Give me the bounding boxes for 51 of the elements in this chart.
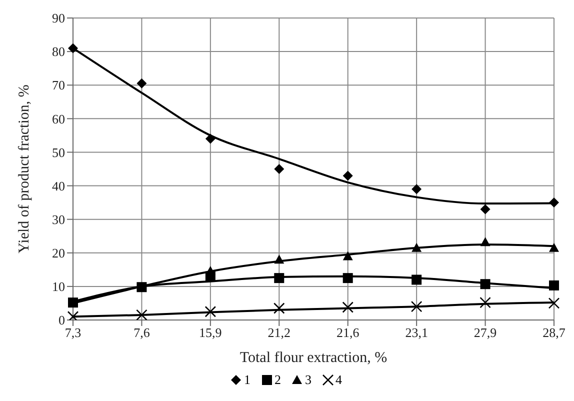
x-tick-label: 15,9 bbox=[199, 325, 222, 340]
y-tick-label: 20 bbox=[52, 246, 65, 261]
legend-label: 2 bbox=[274, 372, 281, 388]
x-tick-label: 21,6 bbox=[336, 325, 360, 340]
x-tick-label: 27,9 bbox=[474, 325, 497, 340]
point bbox=[480, 237, 490, 246]
y-tick-label: 80 bbox=[52, 44, 65, 60]
y-tick-label: 30 bbox=[52, 212, 65, 227]
point bbox=[549, 198, 559, 208]
point bbox=[412, 274, 422, 285]
legend-label: 4 bbox=[336, 372, 342, 388]
point bbox=[412, 184, 422, 194]
point bbox=[274, 273, 284, 284]
point bbox=[412, 242, 422, 252]
x-tick-label: 23,1 bbox=[405, 325, 428, 340]
point bbox=[342, 170, 353, 181]
point bbox=[204, 306, 216, 318]
point bbox=[342, 251, 353, 260]
point bbox=[549, 242, 559, 252]
point bbox=[68, 298, 78, 308]
point bbox=[273, 302, 285, 314]
point bbox=[480, 204, 490, 214]
legend-label: 3 bbox=[305, 372, 312, 388]
point bbox=[548, 298, 560, 309]
y-tick-label: 40 bbox=[52, 178, 65, 194]
point bbox=[274, 164, 284, 174]
y-tick-label: 0 bbox=[58, 312, 65, 328]
y-tick-label: 60 bbox=[52, 111, 65, 126]
x-tick-label: 7,6 bbox=[134, 325, 150, 340]
y-tick-label: 50 bbox=[52, 144, 65, 160]
point bbox=[342, 302, 354, 313]
point bbox=[342, 273, 353, 284]
point bbox=[274, 254, 284, 264]
point bbox=[410, 300, 422, 312]
x-tick-label: 21,2 bbox=[268, 325, 291, 340]
point bbox=[136, 309, 148, 320]
x-axis-title: Total flour extraction, % bbox=[240, 350, 388, 366]
legend-label: 1 bbox=[244, 372, 250, 388]
point bbox=[480, 279, 490, 290]
y-axis-title: Yield of product fraction, % bbox=[16, 84, 32, 254]
y-tick-label: 90 bbox=[52, 10, 65, 26]
x-tick-label: 7,3 bbox=[64, 325, 82, 340]
point bbox=[205, 134, 216, 144]
y-tick-label: 10 bbox=[52, 279, 65, 294]
point bbox=[480, 296, 491, 308]
x-tick-label: 28,7 bbox=[542, 325, 566, 340]
point bbox=[549, 280, 559, 290]
point bbox=[136, 78, 147, 88]
point bbox=[68, 43, 78, 54]
y-tick-label: 70 bbox=[52, 78, 65, 93]
point bbox=[136, 282, 147, 292]
